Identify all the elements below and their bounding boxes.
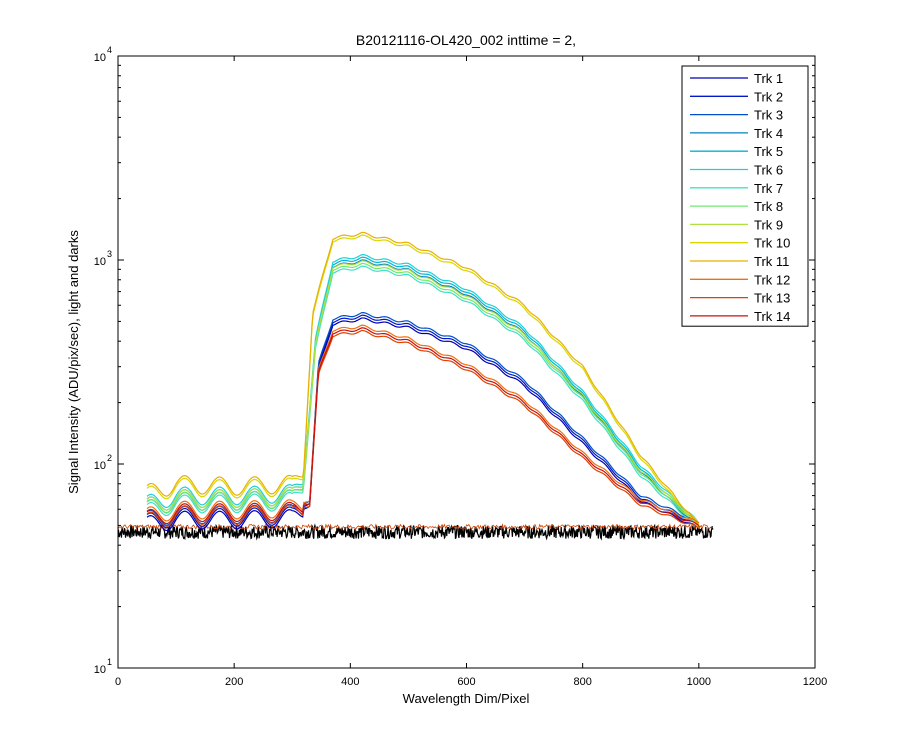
x-tick-label: 200: [225, 676, 243, 688]
y-tick-exponent: 2: [107, 453, 112, 463]
legend: Trk 1 Trk 2 Trk 3 Trk 4 Trk 5 Trk 6 Trk 7 Trk 8…: [681, 65, 809, 327]
x-tick-label: 800: [573, 676, 591, 688]
y-axis-label: Signal Intensity (ADU/pix/sec), light an…: [66, 230, 81, 494]
legend-entry: Trk 1: [754, 71, 783, 86]
series-line-trk-10: [146, 234, 700, 529]
legend-entry: Trk 7: [754, 181, 783, 196]
series-line-trk-13: [146, 329, 700, 529]
x-tick-label: 0: [115, 676, 121, 688]
series-line-trk-12: [146, 324, 700, 524]
legend-entry: Trk 13: [754, 291, 790, 306]
series-line-trk-8: [146, 262, 700, 526]
y-tick-label: 10: [94, 664, 106, 676]
series-line-trk-7: [146, 265, 700, 529]
x-tick-label: 600: [457, 676, 475, 688]
series-line-trk-11: [146, 231, 700, 526]
series-line-trk-1: [146, 317, 700, 532]
y-tick-exponent: 3: [107, 249, 112, 259]
series-layer: [146, 231, 700, 532]
series-line-trk-2: [146, 314, 700, 529]
y-tick-exponent: 1: [107, 657, 112, 667]
series-line-trk-14: [146, 327, 700, 527]
x-tick-label: 1000: [687, 676, 711, 688]
legend-entry: Trk 9: [754, 217, 783, 232]
legend-entry: Trk 8: [754, 199, 783, 214]
dark-noise-band: [117, 523, 714, 541]
x-axis-label: Wavelength Dim/Pixel: [403, 691, 530, 706]
legend-entry: Trk 10: [754, 236, 790, 251]
legend-entry: Trk 5: [754, 144, 783, 159]
series-line-trk-9: [146, 260, 700, 524]
dark-band-layer: [117, 522, 714, 541]
legend-entry: Trk 2: [754, 89, 783, 104]
legend-entry: Trk 3: [754, 108, 783, 123]
legend-entry: Trk 12: [754, 272, 790, 287]
legend-entry: Trk 6: [754, 163, 783, 178]
chart-title: B20121116-OL420_002 inttime = 2,: [356, 32, 576, 48]
y-tick-label: 10: [94, 256, 106, 268]
legend-entry: Trk 4: [754, 126, 783, 141]
y-tick-exponent: 4: [107, 45, 112, 55]
x-axis: 0 200 400 600 800 1000 1200: [115, 56, 827, 688]
y-tick-label: 10: [94, 52, 106, 64]
y-tick-label: 10: [94, 460, 106, 472]
x-tick-label: 1200: [803, 676, 827, 688]
legend-box: [681, 65, 809, 327]
dark-noise-top: [117, 522, 714, 531]
series-line-trk-6: [146, 253, 700, 524]
x-tick-label: 400: [341, 676, 359, 688]
legend-entry: Trk 14: [754, 309, 790, 324]
legend-entry: Trk 11: [754, 254, 789, 269]
